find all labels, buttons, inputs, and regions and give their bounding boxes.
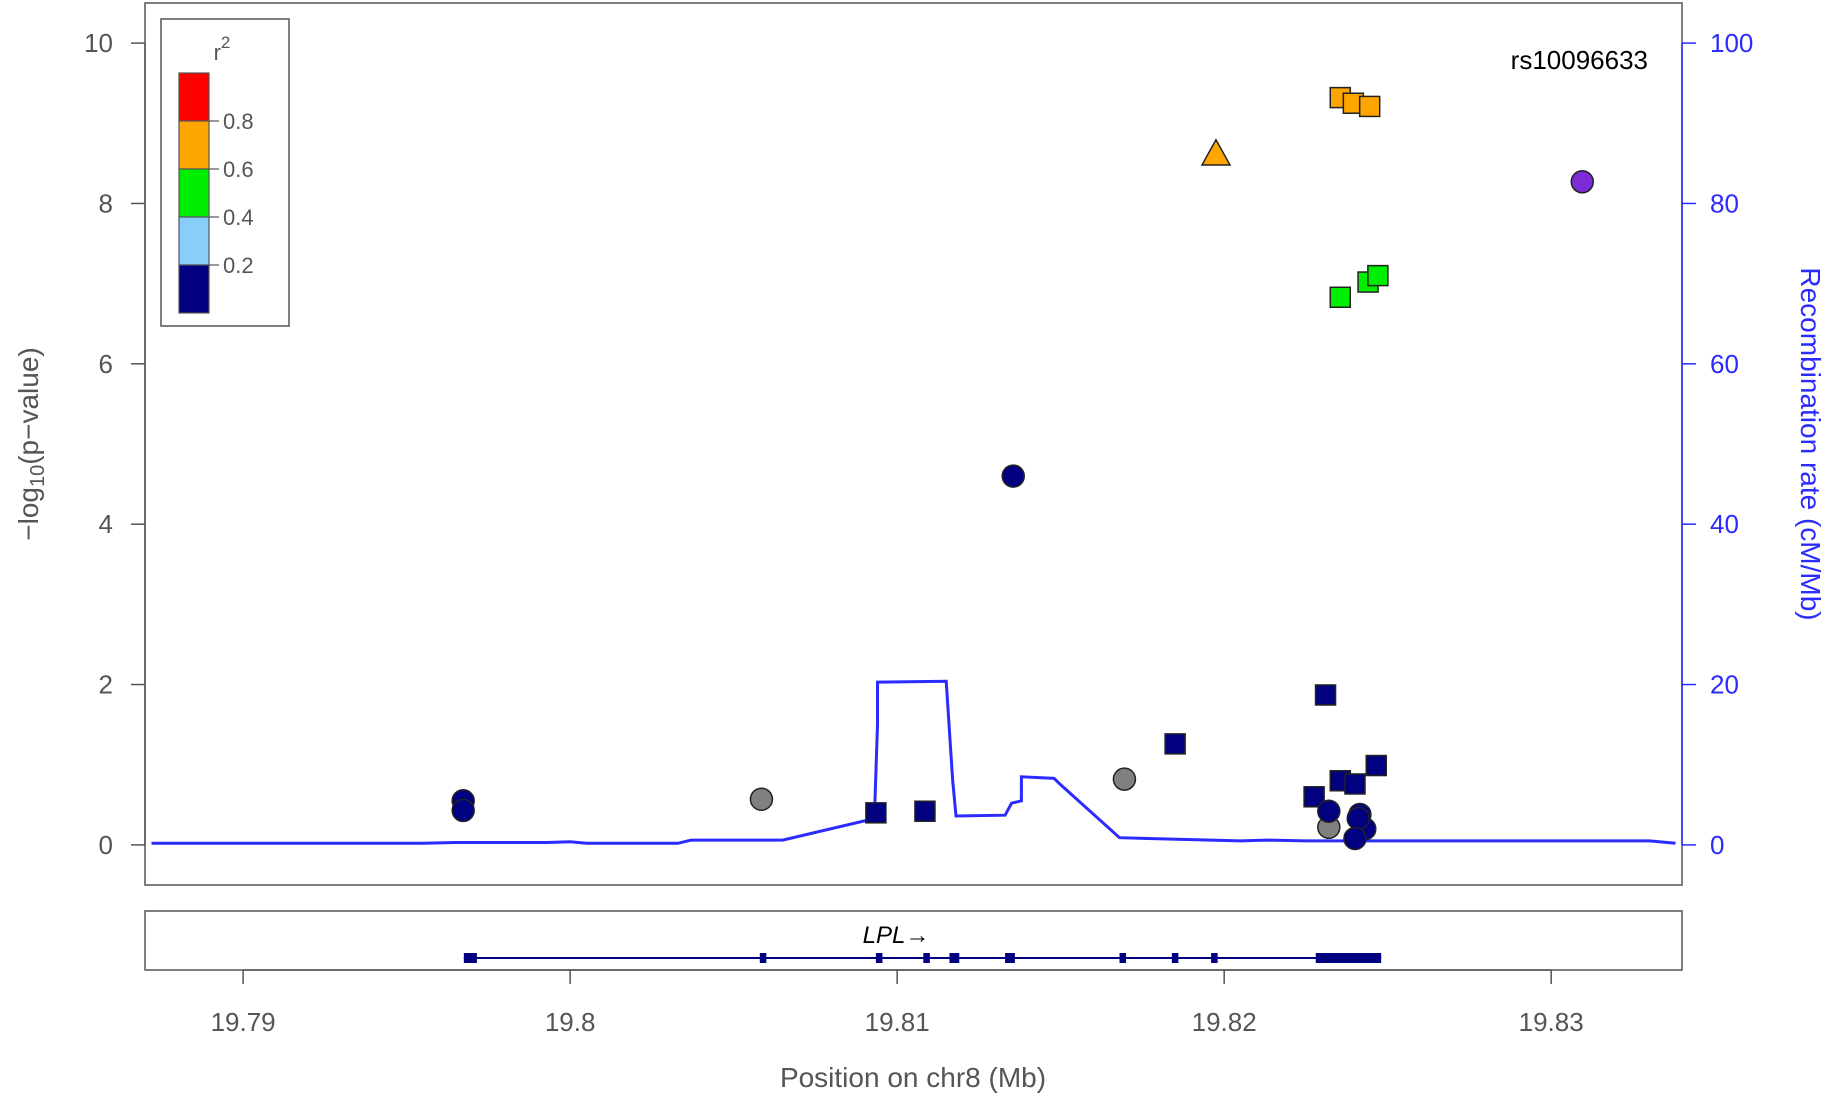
y-axis-label: −log10(p−value) (13, 347, 49, 540)
gene-exon-7 (1119, 953, 1127, 963)
y-axis-label-subscript: 10 (27, 465, 49, 487)
legend-label-1: 0.8 (223, 109, 254, 134)
y-tick-label-4: 4 (99, 509, 113, 539)
snp-point-20 (1303, 786, 1325, 808)
y2-tick-label-20: 20 (1710, 670, 1739, 700)
x-axis-label: Position on chr8 (Mb) (780, 1062, 1046, 1093)
snp-point-5 (914, 800, 936, 822)
r2-legend: r2 0.8 0.6 0.4 0.2 (160, 18, 290, 327)
y-axis-label-main: −log (13, 487, 44, 541)
snp-point-22 (1317, 799, 1341, 823)
y-tick-label-6: 6 (99, 349, 113, 379)
legend-title: r2 (214, 33, 231, 65)
gene-exon-4 (923, 953, 930, 963)
y-tick-label-2: 2 (99, 670, 113, 700)
y2-tick-label-40: 40 (1710, 509, 1739, 539)
x-tick-label-1: 19.79 (211, 1007, 276, 1037)
legend-bin-2 (178, 120, 210, 170)
gene-exon-3 (875, 953, 883, 963)
legend-label-3: 0.4 (223, 205, 254, 230)
index-snp-annotation: rs10096633 (1511, 45, 1648, 75)
legend-label-2: 0.6 (223, 157, 254, 182)
x-tick-label-2: 19.8 (545, 1007, 596, 1037)
main-plot-frame (144, 2, 1683, 886)
y-tick-label-0: 0 (99, 830, 113, 860)
gene-exon-9 (1211, 953, 1218, 963)
y2-axis-label: Recombination rate (cM/Mb) (1795, 267, 1825, 620)
snp-point-9 (1200, 138, 1232, 166)
legend-label-4: 0.2 (223, 253, 254, 278)
snp-point-26 (1343, 826, 1367, 851)
snp-point-8 (1164, 733, 1186, 755)
y-tick-label-8: 8 (99, 188, 113, 218)
snp-point-25 (1346, 806, 1370, 831)
snp-point-6 (1001, 464, 1025, 488)
gene-track-layer (463, 953, 1382, 963)
x-tick-label-4: 19.82 (1192, 1007, 1257, 1037)
gene-exon-2 (759, 953, 767, 963)
legend-bin-3 (178, 168, 210, 218)
snp-point-17 (1365, 754, 1387, 777)
snp-point-15 (1367, 264, 1389, 287)
y-tick-label-10: 10 (84, 28, 113, 58)
gene-exon-10 (1315, 953, 1382, 963)
snp-point-12 (1358, 95, 1381, 118)
snp-point-19 (1344, 773, 1366, 795)
legend-title-superscript: 2 (221, 33, 230, 52)
recombination-rate-layer (151, 679, 1676, 845)
snp-point-13 (1329, 286, 1352, 309)
snp-point-27 (1570, 170, 1595, 194)
snp-point-2 (451, 798, 475, 823)
gene-label: LPL→ (863, 922, 930, 949)
gene-name: LPL (863, 922, 906, 949)
gene-direction-arrow: → (905, 922, 929, 949)
x-tick-label-5: 19.83 (1519, 1007, 1584, 1037)
gene-exon-1 (463, 953, 477, 963)
snp-point-7 (1112, 767, 1137, 791)
legend-bin-4 (178, 216, 210, 266)
y2-tick-label-80: 80 (1710, 188, 1739, 218)
snp-point-4 (865, 802, 887, 824)
x-tick-label-3: 19.81 (865, 1007, 930, 1037)
y2-tick-label-0: 0 (1710, 830, 1724, 860)
left-y-axis: 0 2 4 6 8 10 (84, 28, 146, 860)
legend-title-base: r (214, 40, 221, 65)
x-axis: 19.79 19.8 19.81 19.82 19.83 (211, 969, 1584, 1037)
gene-exon-5 (949, 953, 960, 963)
legend-bin-5 (178, 264, 210, 314)
snp-point-3 (749, 787, 774, 811)
gene-exon-6 (1005, 953, 1015, 963)
gene-exon-8 (1171, 953, 1179, 963)
data-points-layer (451, 86, 1595, 851)
legend-bin-1 (178, 72, 210, 122)
legend-tick-labels: 0.8 0.6 0.4 0.2 (209, 109, 254, 278)
legend-color-bins (178, 72, 210, 314)
y-axis-label-tail: (p−value) (13, 347, 44, 465)
y2-tick-label-60: 60 (1710, 349, 1739, 379)
right-y-axis: 0 20 40 60 80 100 (1681, 28, 1753, 860)
y2-tick-label-100: 100 (1710, 28, 1753, 58)
recombination-rate-line (151, 679, 1676, 845)
snp-point-16 (1314, 684, 1337, 706)
